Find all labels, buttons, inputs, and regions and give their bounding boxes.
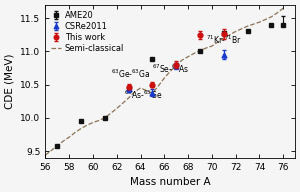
- X-axis label: Mass number A: Mass number A: [130, 177, 211, 187]
- Text: $^{67}$Se-$^{67}$As: $^{67}$Se-$^{67}$As: [152, 62, 189, 75]
- Text: $^{65}$As-$^{65}$Ge: $^{65}$As-$^{65}$Ge: [124, 89, 162, 101]
- Y-axis label: CDE (MeV): CDE (MeV): [5, 54, 15, 109]
- Text: $^{63}$Ge-$^{63}$Ga: $^{63}$Ge-$^{63}$Ga: [111, 68, 151, 80]
- Legend: AME20, CSRe2011, This work, Semi-classical: AME20, CSRe2011, This work, Semi-classic…: [50, 9, 126, 55]
- Text: $^{71}$Kr-$^{71}$Br: $^{71}$Kr-$^{71}$Br: [206, 34, 242, 46]
